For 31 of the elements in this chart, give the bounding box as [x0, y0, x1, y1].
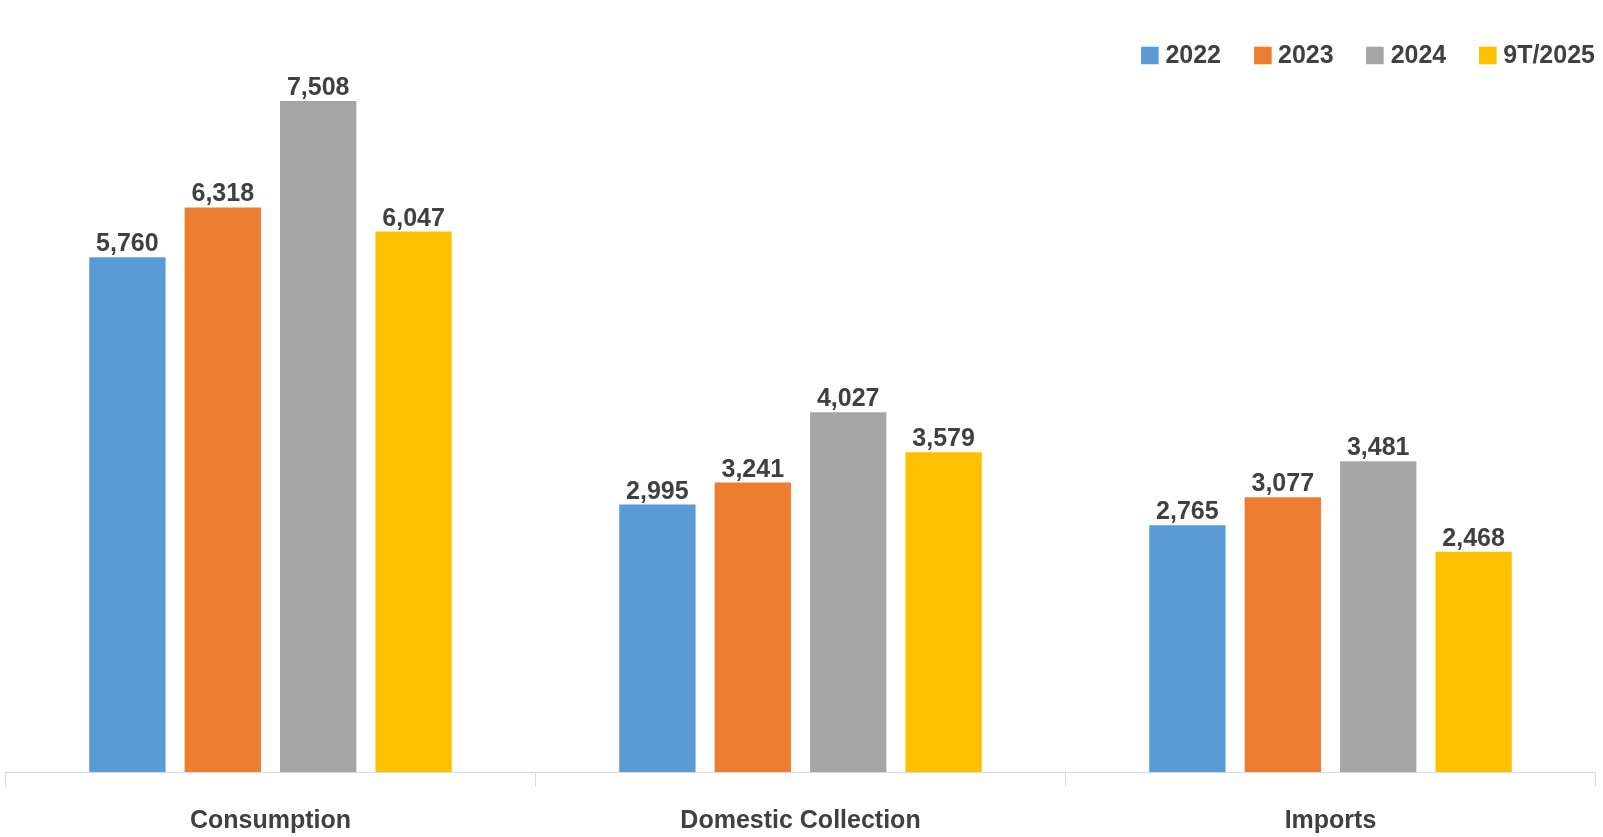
legend-label: 2023 [1278, 40, 1334, 69]
data-label: 2,995 [626, 475, 689, 504]
bar [184, 207, 261, 773]
legend-label: 2022 [1165, 40, 1221, 69]
bar [619, 504, 696, 773]
bar [1340, 461, 1417, 773]
bar [905, 452, 982, 773]
data-label: 4,027 [816, 383, 880, 412]
data-label: 3,077 [1251, 468, 1315, 497]
x-tick-label: Imports [1284, 804, 1377, 833]
bar [375, 231, 452, 773]
bar [89, 257, 166, 773]
data-label: 6,047 [382, 202, 445, 231]
data-label: 7,508 [286, 71, 350, 100]
data-label: 2,765 [1156, 496, 1219, 525]
data-label: 2,468 [1442, 522, 1505, 551]
data-label: 3,241 [721, 453, 785, 482]
data-label: 3,579 [912, 423, 975, 452]
data-label: 5,760 [96, 228, 159, 257]
data-label: 6,318 [191, 178, 255, 207]
bar [714, 482, 791, 773]
bar [1149, 525, 1226, 773]
legend-label: 9T/2025 [1503, 40, 1595, 69]
bar [280, 100, 357, 773]
bar [810, 412, 887, 773]
data-label: 3,481 [1346, 432, 1410, 461]
bar [1244, 497, 1321, 773]
x-tick-label: Domestic Collection [680, 804, 921, 833]
legend-label: 2024 [1390, 40, 1447, 69]
x-tick-label: Consumption [189, 804, 352, 833]
bar [1435, 551, 1512, 773]
